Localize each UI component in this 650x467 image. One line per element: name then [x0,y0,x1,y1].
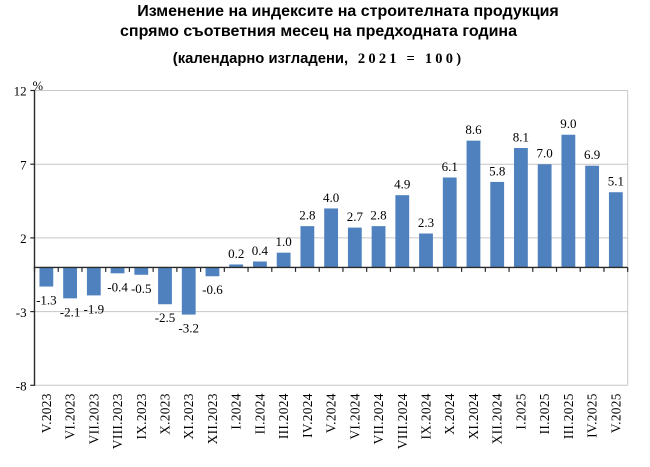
svg-text:%: % [33,79,43,93]
svg-text:5.1: 5.1 [608,174,624,189]
svg-text:-0.4: -0.4 [107,279,128,294]
svg-text:I.2024: I.2024 [229,393,244,429]
svg-text:-3: -3 [16,305,27,320]
svg-text:I.2025: I.2025 [513,393,528,429]
svg-text:X.2024: X.2024 [442,393,457,435]
svg-text:VIII.2024: VIII.2024 [395,393,410,449]
svg-text:IX.2024: IX.2024 [419,393,434,439]
svg-text:-0.5: -0.5 [131,281,152,296]
svg-text:IX.2023: IX.2023 [134,393,149,439]
svg-text:XII.2024: XII.2024 [490,393,505,444]
svg-text:VII.2024: VII.2024 [371,393,386,444]
svg-text:-3.2: -3.2 [178,321,199,336]
svg-text:II.2025: II.2025 [537,393,552,434]
svg-text:6.9: 6.9 [584,147,600,162]
svg-text:VIII.2023: VIII.2023 [110,393,125,449]
svg-text:-1.9: -1.9 [84,301,105,316]
svg-text:VII.2023: VII.2023 [86,393,101,444]
svg-text:V.2023: V.2023 [39,393,54,433]
svg-text:-8: -8 [16,379,27,394]
svg-text:-2.5: -2.5 [155,310,176,325]
svg-text:-1.3: -1.3 [36,293,57,308]
svg-text:7.0: 7.0 [537,146,553,161]
svg-text:9.0: 9.0 [560,116,576,131]
svg-text:-0.6: -0.6 [202,282,223,297]
svg-text:0.4: 0.4 [252,243,269,258]
svg-text:6.1: 6.1 [442,159,458,174]
svg-text:XI.2023: XI.2023 [181,393,196,439]
svg-text:XII.2023: XII.2023 [205,393,220,444]
svg-text:5.8: 5.8 [489,163,505,178]
svg-text:12: 12 [14,84,27,99]
svg-text:2: 2 [20,231,27,246]
svg-text:IV.2025: IV.2025 [585,393,600,438]
svg-text:4.0: 4.0 [323,190,339,205]
svg-text:IV.2024: IV.2024 [300,393,315,438]
svg-text:2.3: 2.3 [418,215,434,230]
svg-text:8.1: 8.1 [513,130,529,145]
svg-text:1.0: 1.0 [276,234,292,249]
svg-text:4.9: 4.9 [394,177,410,192]
svg-text:2.8: 2.8 [299,208,315,223]
svg-text:2.8: 2.8 [370,208,386,223]
svg-text:VI.2024: VI.2024 [347,393,362,439]
svg-text:-2.1: -2.1 [60,304,81,319]
svg-text:V.2024: V.2024 [324,393,339,433]
svg-text:7: 7 [20,157,27,172]
svg-text:V.2025: V.2025 [608,393,623,433]
svg-text:2.7: 2.7 [347,209,364,224]
svg-text:X.2023: X.2023 [158,393,173,435]
svg-text:0.2: 0.2 [228,246,244,261]
svg-text:III.2024: III.2024 [276,393,291,439]
svg-text:XI.2024: XI.2024 [466,393,481,439]
svg-text:II.2024: II.2024 [252,393,267,434]
svg-text:III.2025: III.2025 [561,393,576,439]
svg-text:8.6: 8.6 [465,122,482,137]
svg-text:VI.2023: VI.2023 [63,393,78,439]
